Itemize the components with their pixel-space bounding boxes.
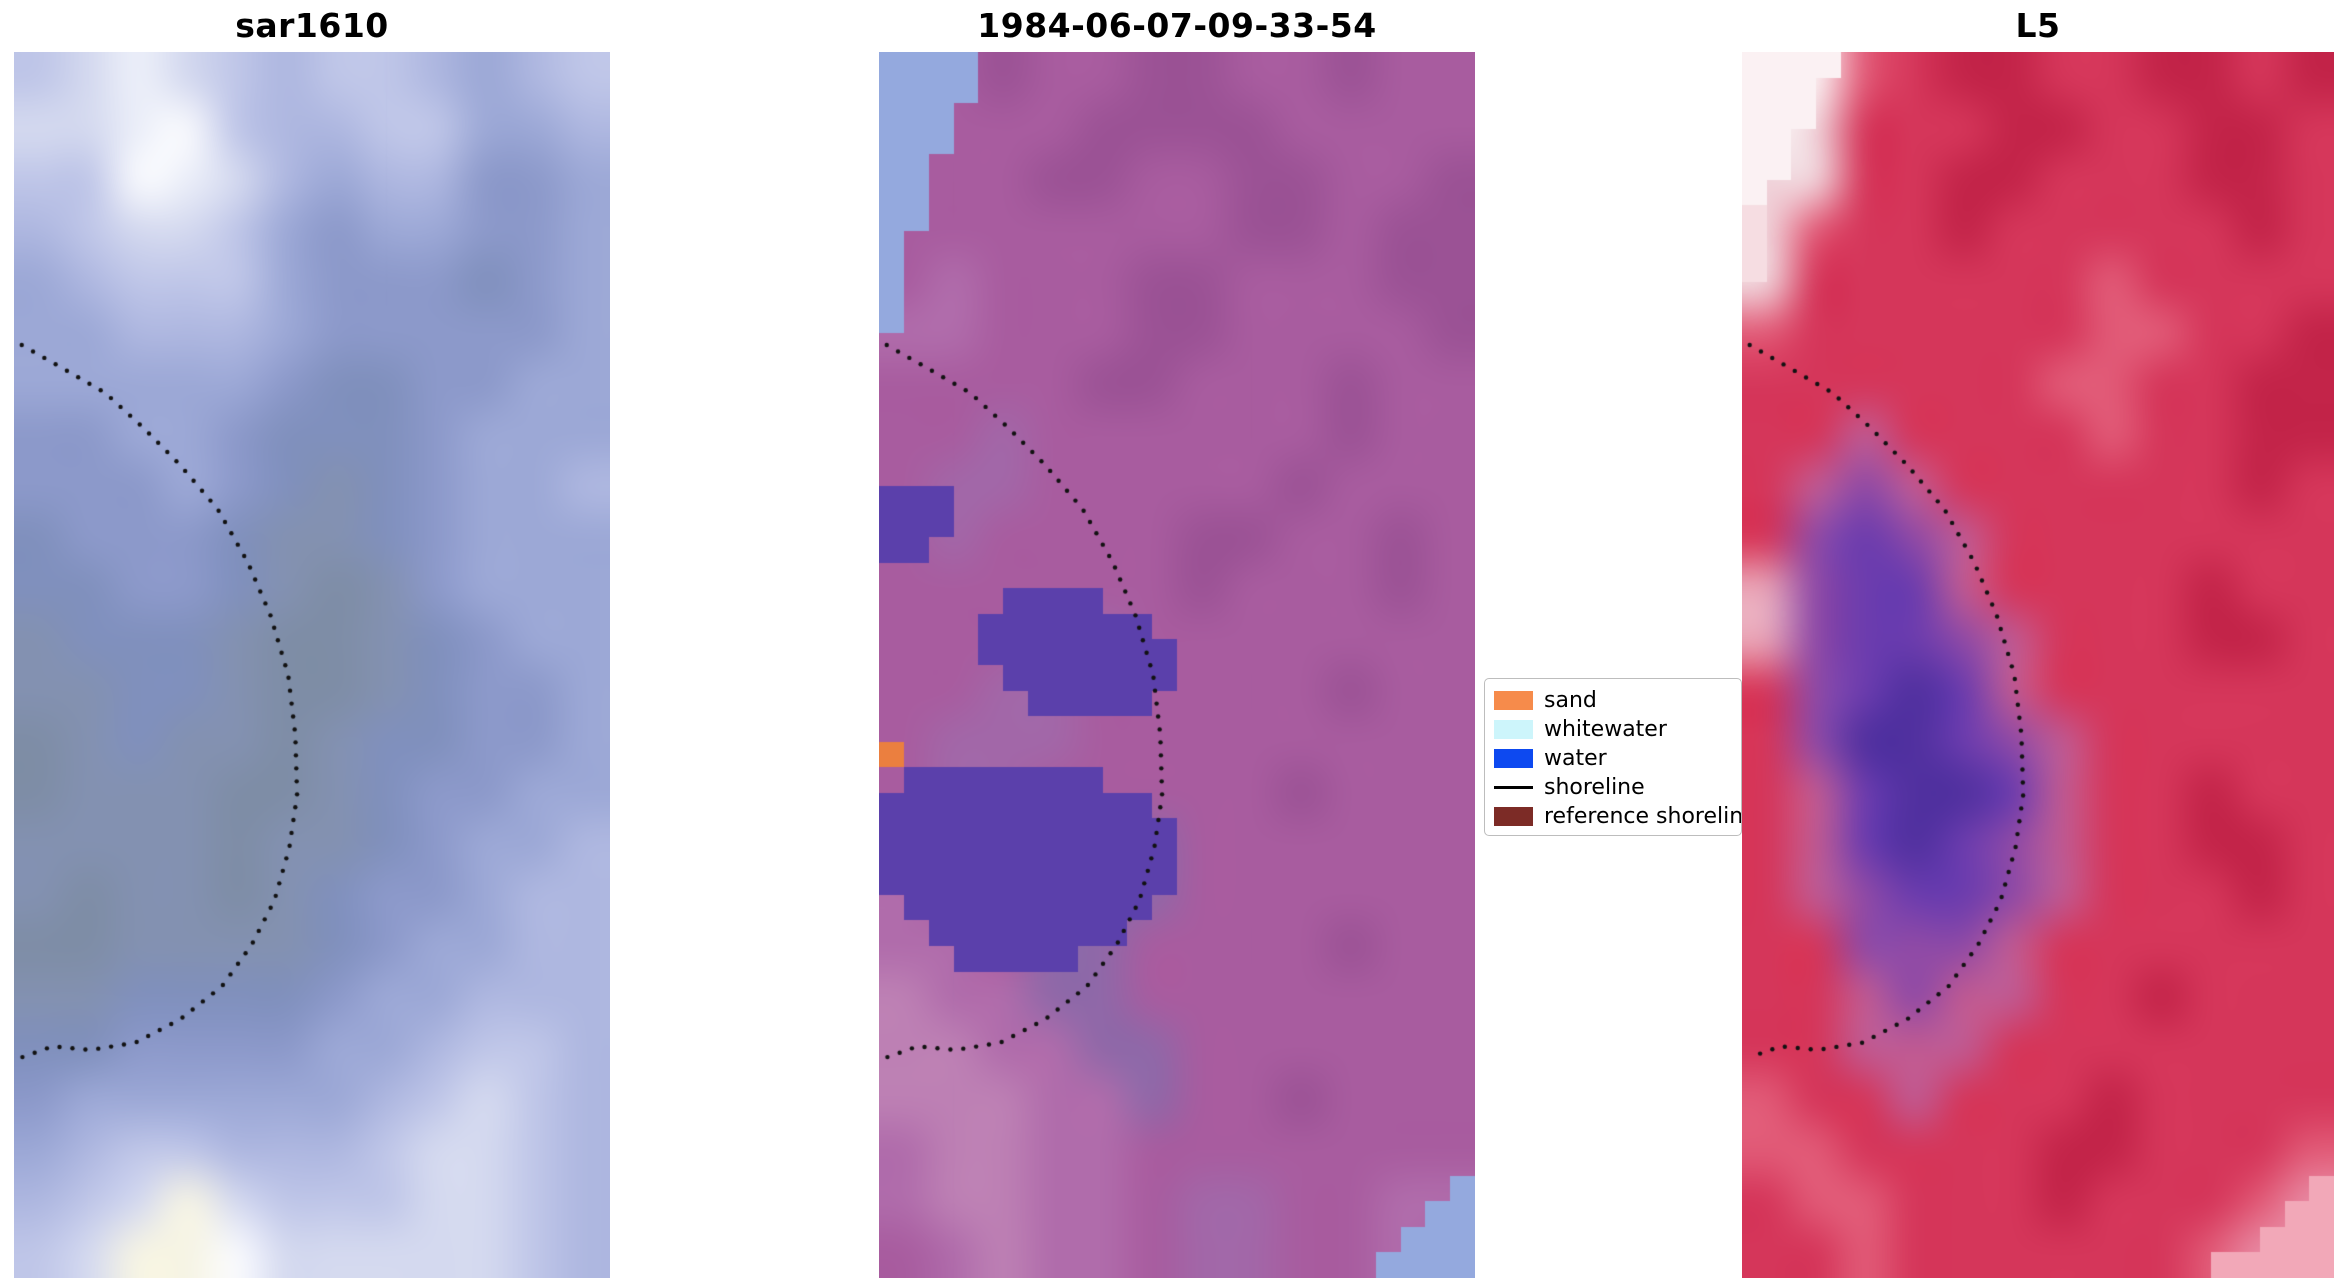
legend-label: whitewater [1544, 717, 1667, 742]
whitewater-swatch [1494, 720, 1533, 739]
panel-title-sar1610: sar1610 [235, 6, 389, 45]
shoreline-line-swatch [1494, 786, 1533, 789]
l5-image [1742, 52, 2334, 1278]
sand-swatch [1494, 691, 1533, 710]
legend-item-reference-shoreline: reference shoreline [1494, 802, 1741, 831]
panel-l5: L5 [1742, 6, 2334, 1278]
panel-sar1610: sar1610 [14, 6, 610, 1278]
legend-item-water: water [1494, 744, 1741, 773]
panel-title-timestamp: 1984-06-07-09-33-54 [977, 6, 1377, 45]
classified-scene-image [879, 52, 1475, 1278]
reference-shoreline-swatch [1494, 807, 1533, 826]
legend-label: water [1544, 746, 1607, 771]
legend-item-sand: sand [1494, 686, 1741, 715]
panel-title-l5: L5 [2015, 6, 2061, 45]
legend-label: sand [1544, 688, 1597, 713]
legend: sand whitewater water shoreline referenc… [1484, 678, 1742, 836]
legend-label: shoreline [1544, 775, 1645, 800]
sar-image [14, 52, 610, 1278]
panel-classified-scene: 1984-06-07-09-33-54 [879, 6, 1475, 1278]
legend-item-whitewater: whitewater [1494, 715, 1741, 744]
water-swatch [1494, 749, 1533, 768]
legend-label: reference shoreline [1544, 804, 1742, 829]
legend-item-shoreline: shoreline [1494, 773, 1741, 802]
